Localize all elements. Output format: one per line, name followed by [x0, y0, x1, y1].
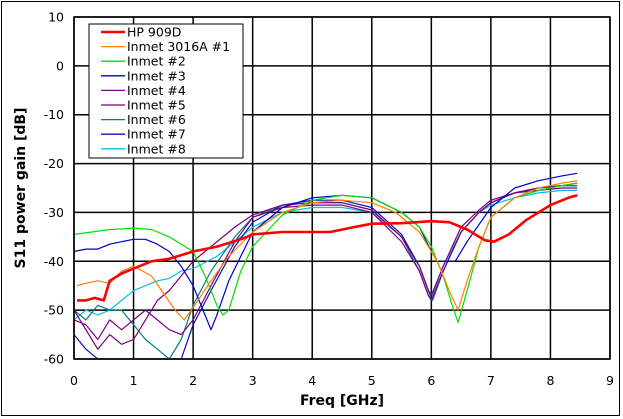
y-tick-label: -40	[44, 254, 64, 269]
y-tick-label: 10	[48, 10, 64, 25]
x-tick-label: 9	[606, 373, 614, 388]
x-tick-label: 6	[427, 373, 435, 388]
legend-item-label: Inmet #3	[127, 68, 186, 83]
legend-item-label: Inmet #6	[127, 112, 186, 127]
plot-area-border	[73, 16, 611, 360]
x-tick-label: 8	[546, 373, 554, 388]
x-tick-label: 1	[130, 373, 138, 388]
series-line	[76, 180, 578, 321]
legend-item-label: Inmet #2	[127, 54, 186, 69]
series-line	[77, 194, 578, 302]
y-tick-label: -50	[44, 303, 64, 318]
y-axis-label: S11 power gain [dB]	[13, 108, 29, 269]
series-line	[74, 172, 578, 331]
x-axis-label: Freq [GHz]	[300, 393, 384, 409]
x-tick-label: 5	[368, 373, 376, 388]
series-line	[74, 187, 578, 350]
y-axis-ticks: 10 0 -10 -20 -30 -40 -50 -60	[44, 10, 64, 367]
legend-item-label: Inmet #7	[127, 127, 186, 142]
series-line	[74, 189, 578, 321]
x-tick-label: 3	[249, 373, 257, 388]
x-tick-label: 0	[70, 373, 78, 388]
series-lines	[74, 172, 578, 359]
x-tick-label: 4	[308, 373, 316, 388]
y-tick-label: 0	[56, 58, 64, 73]
legend-item-label: Inmet #5	[127, 98, 186, 113]
series-line	[74, 185, 578, 359]
series-line	[74, 182, 578, 341]
legend-item-label: Inmet 3016A #1	[127, 39, 230, 54]
legend-item-label: HP 909D	[127, 25, 181, 40]
series-line	[74, 182, 578, 323]
series-line	[74, 185, 578, 359]
y-tick-label: -60	[44, 352, 64, 367]
legend-item-label: Inmet #8	[127, 141, 186, 156]
x-tick-label: 2	[189, 373, 197, 388]
x-tick-label: 7	[487, 373, 495, 388]
y-tick-label: -20	[44, 156, 64, 171]
x-axis-ticks: 0 1 2 3 4 5 6 7 8 9	[70, 373, 614, 388]
y-tick-label: -30	[44, 205, 64, 220]
y-tick-label: -10	[44, 107, 64, 122]
legend-item-label: Inmet #4	[127, 83, 186, 98]
